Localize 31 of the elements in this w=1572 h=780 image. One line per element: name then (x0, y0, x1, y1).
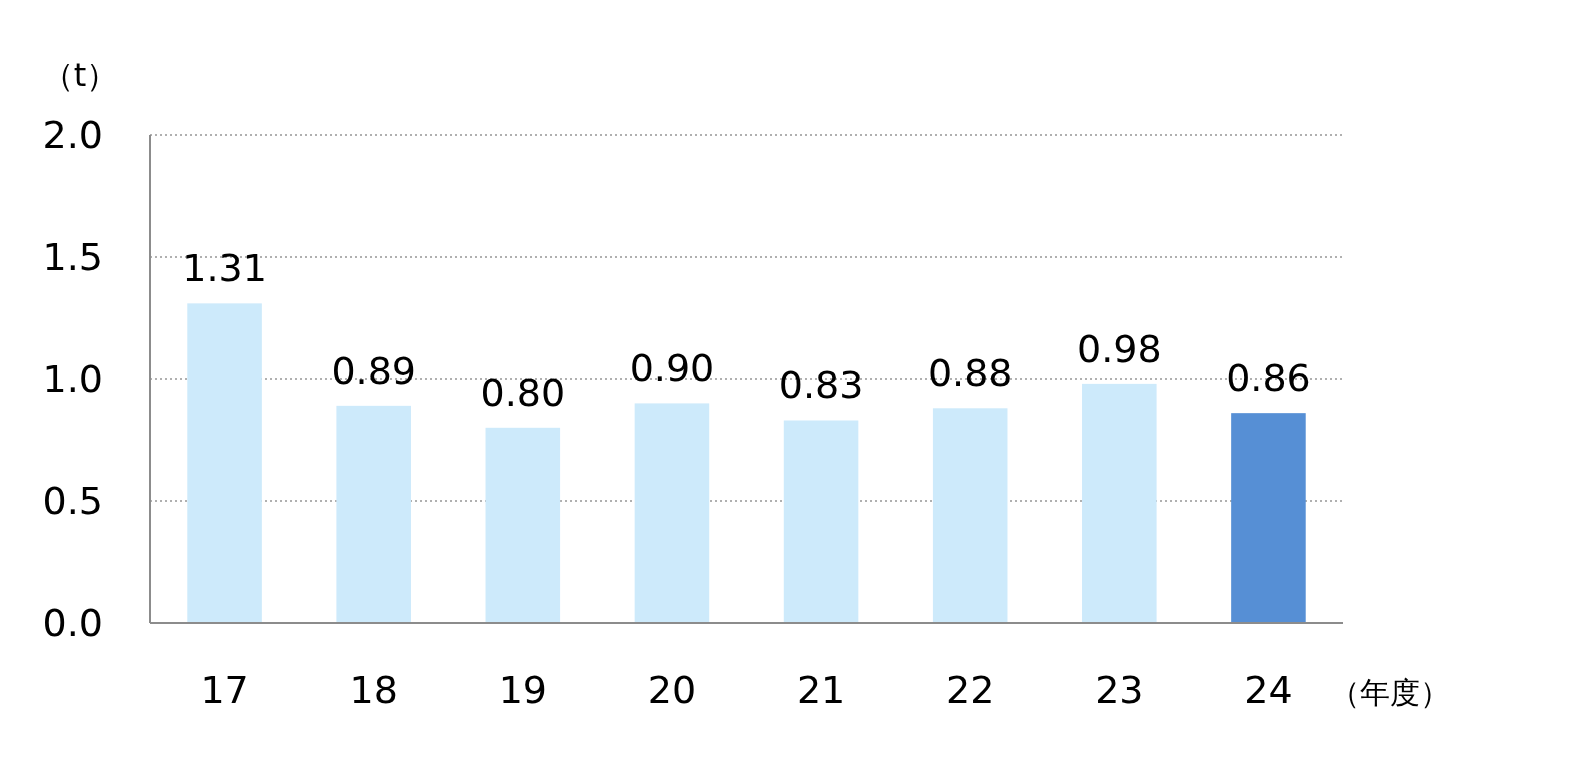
bar (1082, 383, 1157, 623)
bar (932, 408, 1008, 623)
data-label: 0.98 (1077, 326, 1162, 371)
bar (187, 303, 262, 623)
x-tick-label: 21 (796, 668, 846, 713)
x-tick-label: 24 (1244, 668, 1293, 713)
data-label: 0.83 (778, 363, 864, 408)
data-label: 0.86 (1226, 356, 1311, 401)
data-label: 0.89 (331, 348, 416, 393)
y-tick-label: 0.0 (42, 601, 103, 646)
bar (783, 420, 859, 623)
data-label: 0.88 (927, 351, 1013, 396)
data-label: 0.90 (629, 346, 715, 391)
x-tick-label: 18 (349, 668, 398, 713)
x-tick-label: 20 (647, 668, 697, 713)
x-axis-title: （年度） (1330, 674, 1450, 710)
bar (485, 427, 561, 623)
x-tick-label: 19 (498, 668, 547, 713)
bar (1231, 413, 1306, 623)
y-tick-label: 0.5 (42, 479, 103, 524)
data-label: 0.80 (480, 370, 566, 415)
bar (634, 403, 710, 623)
y-axis-title: （t） (41, 56, 119, 95)
y-tick-label: 2.0 (42, 113, 103, 158)
x-tick-label: 23 (1095, 668, 1144, 713)
y-tick-label: 1.0 (42, 357, 103, 402)
y-tick-label: 1.5 (42, 235, 103, 280)
x-tick-label: 22 (946, 668, 995, 713)
bar (336, 405, 411, 623)
x-tick-label: 17 (200, 668, 249, 713)
data-label: 1.31 (182, 246, 267, 291)
